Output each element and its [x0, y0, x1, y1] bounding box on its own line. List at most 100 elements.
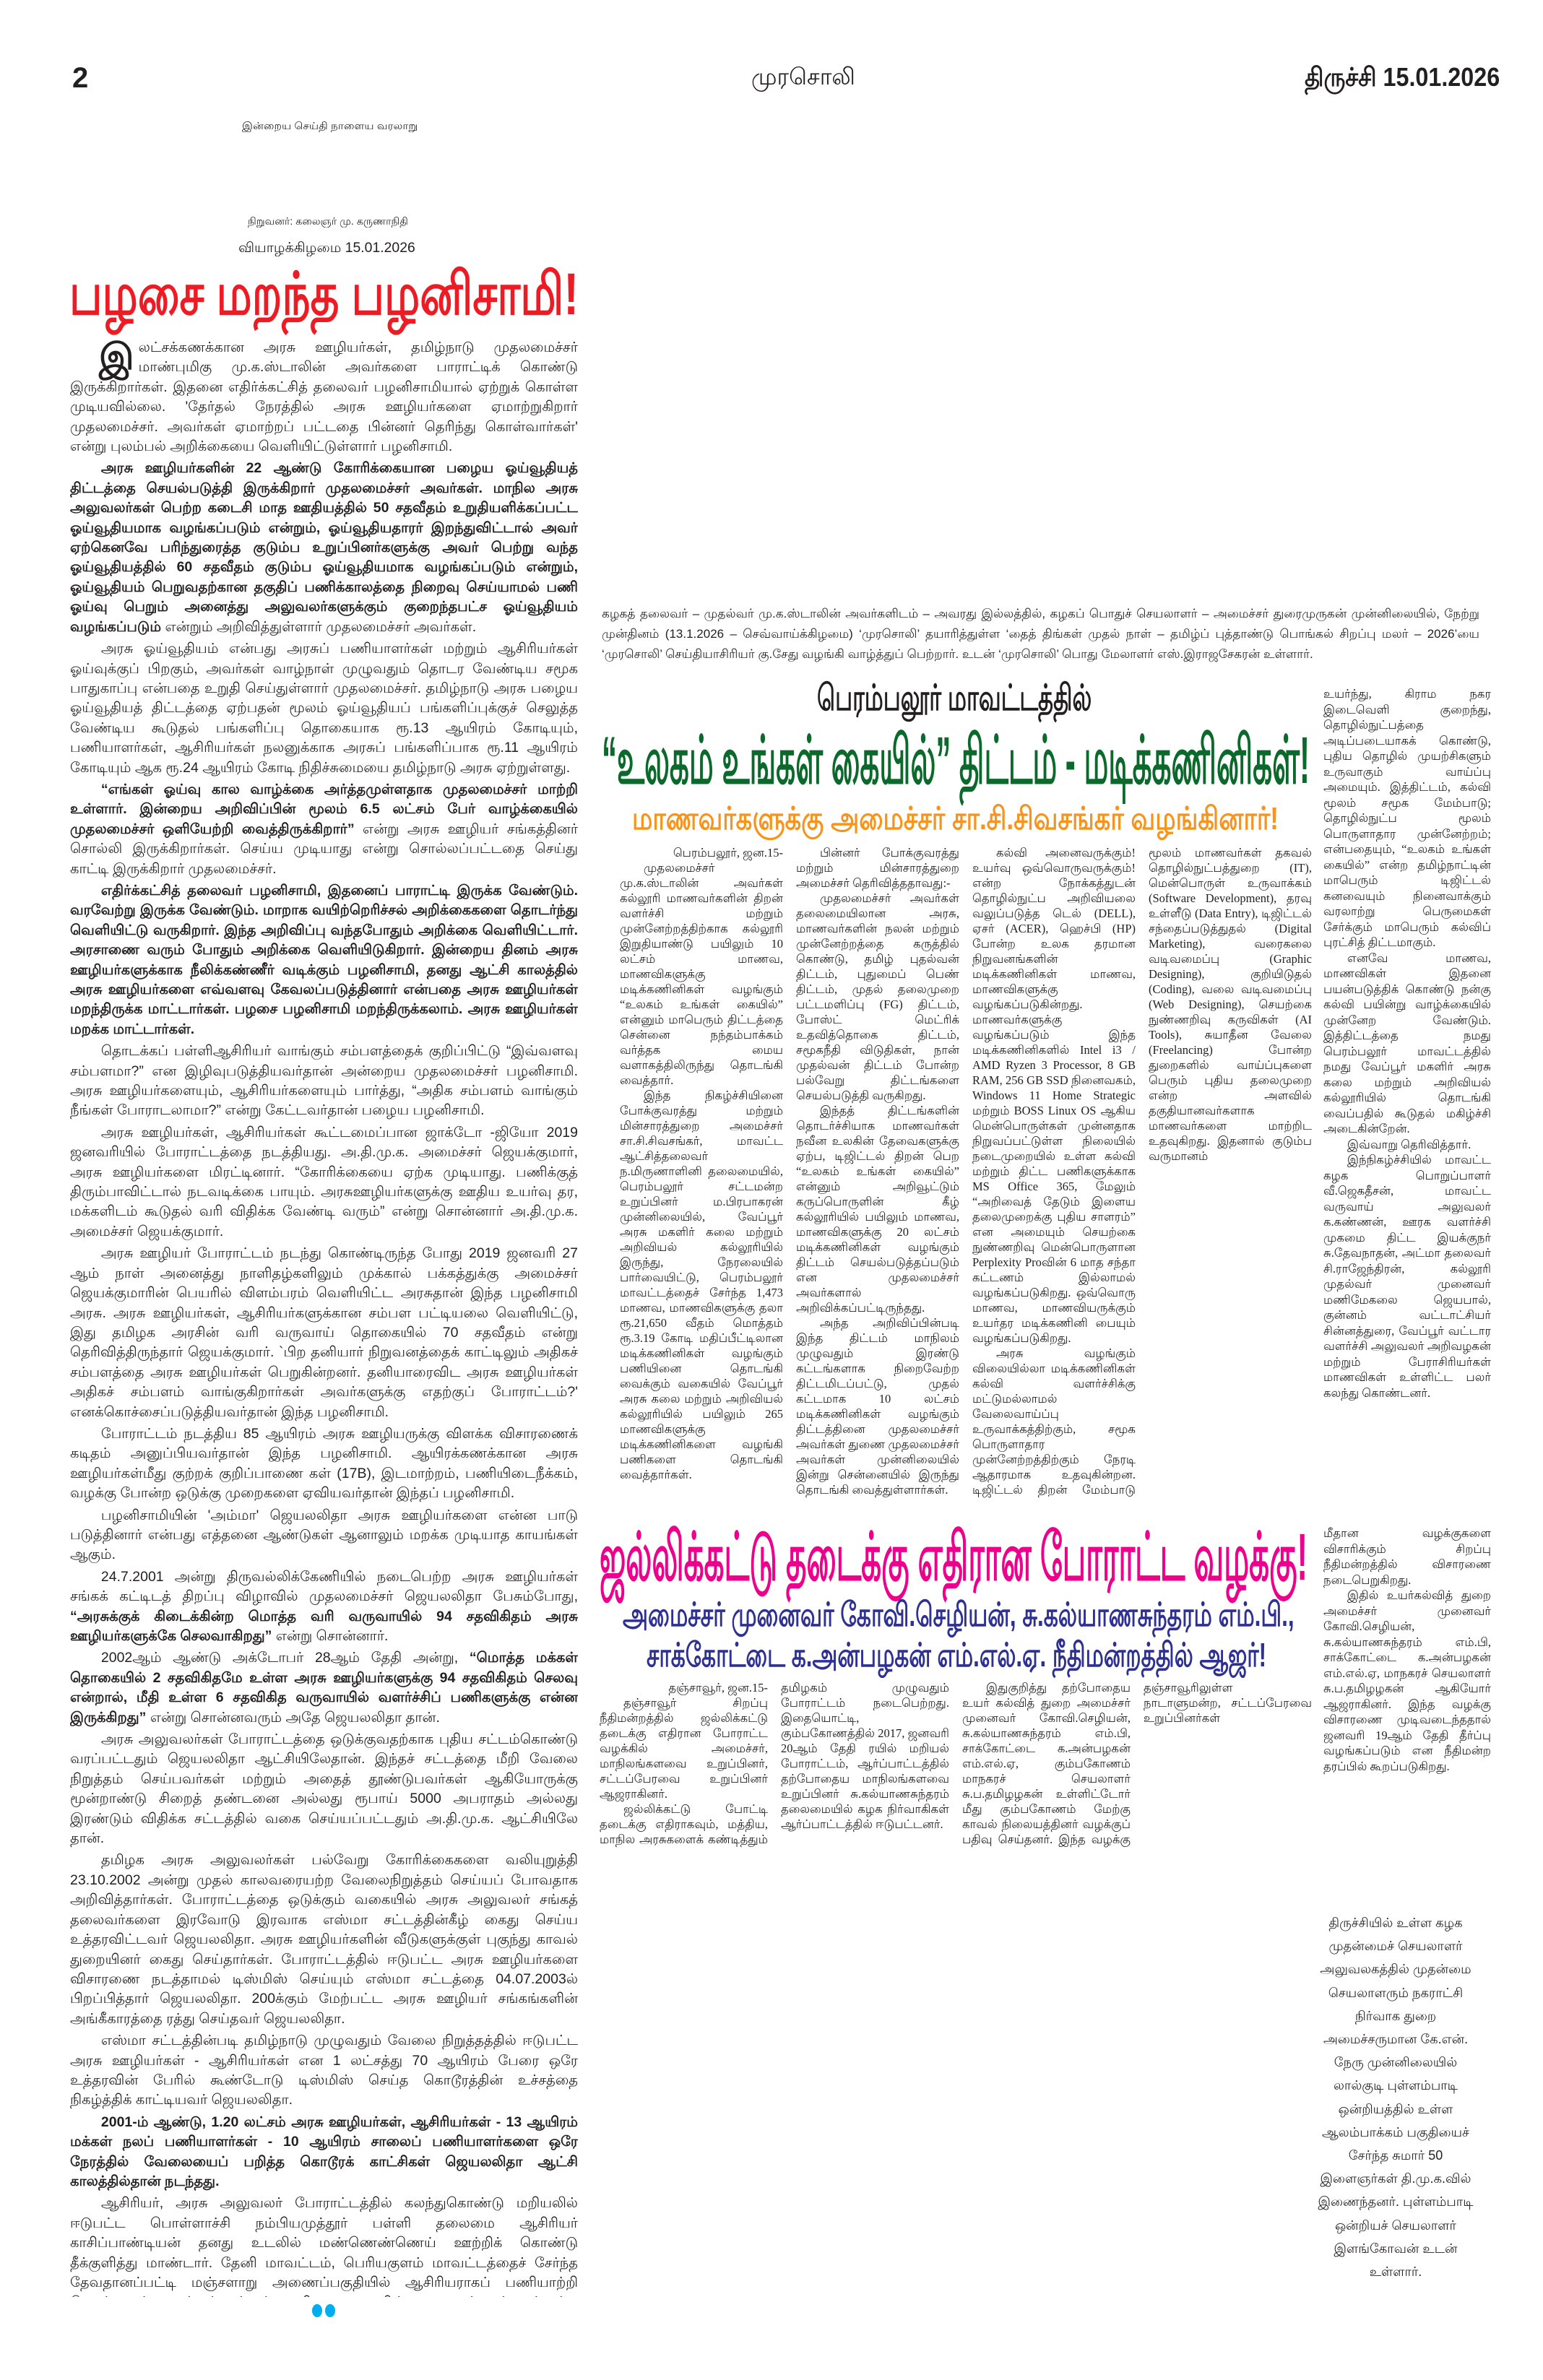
text: பழனிசாமியின் 'அம்மா' ஜெயலலிதா அரசு ஊழியர…: [70, 1507, 578, 1563]
caption-line: லால்குடி புள்ளம்பாடி: [1334, 2078, 1458, 2093]
editorial-paragraph: அரசு ஊழியர் போராட்டம் நடந்து கொண்டிருந்த…: [70, 1244, 578, 1422]
article-paragraph: முதலமைச்சர் மு.க.ஸ்டாலின் அவர்கள் கல்லூர…: [620, 861, 783, 1087]
perambalur-dateline: பெரம்பலூர், ஜன.15-: [673, 846, 783, 860]
editorial-date: வியாழக்கிழமை 15.01.2026: [238, 241, 415, 258]
editorial-paragraph: இ லட்சக்கணக்கான அரசு ஊழியர்கள், தமிழ்நாடு…: [70, 338, 578, 456]
perambalur-headline-text: “உலகம் உங்கள் கையில்” திட்டம் - மடிக்கணி…: [602, 724, 1310, 797]
editorial-paragraph: தமிழக அரசு அலுவலர்கள் பல்வேறு கோரிக்கைகள…: [70, 1851, 578, 2029]
editorial-headline-text: பழசை மறந்த பழனிசாமி!: [69, 261, 579, 327]
text: ஆசிரியர், அரசு அலுவலர் போராட்டத்தில் கலந…: [70, 2195, 578, 2297]
editorial-paragraph: போராட்டம் நடத்திய 85 ஆயிரம் அரசு ஊழியருக…: [70, 1424, 578, 1504]
article-paragraph: அந்த அறிவிப்பின்படி இந்த திட்டம் மாநிலம்…: [796, 1316, 959, 1497]
article-paragraph: இந்தத் திட்டங்களின் தொடர்ச்சியாக மாணவர்க…: [796, 1104, 959, 1315]
editorial-paragraph: எஸ்மா சட்டத்தின்படி தமிழ்நாடு முழுவதும் …: [70, 2031, 578, 2111]
dot-icon: [312, 2304, 322, 2317]
text: தொடக்கப் பள்ளிஆசிரியர் வாங்கும் சம்பளத்த…: [70, 1043, 578, 1119]
article-paragraph: பின்னர் போக்குவரத்து மற்றும் மின்சாரத்து…: [796, 846, 959, 890]
jallikattu-subheadline-1: அமைச்சர் முனைவர் கோவி.செழியன், சு.கல்யாண…: [623, 1596, 1295, 1632]
text: அரசு அலுவலர்கள் போராட்டத்தை ஒடுக்குவதற்க…: [70, 1731, 578, 1847]
editorial-paragraph: “எங்கள் ஓய்வு கால வாழ்க்கை அர்த்தமுள்ளதா…: [70, 780, 578, 879]
end-of-article-dots: [312, 2304, 338, 2321]
editorial-paragraph: அரசு ஓய்வூதியம் என்பது அரசுப் பணியாளர்கள…: [70, 639, 578, 778]
jallikattu-subheadline-2-text: சாக்கோட்டை க.அன்பழகன் எம்.எல்.ஏ. நீதிமன்…: [647, 1636, 1267, 1674]
editorial-paragraph: எதிர்க்கட்சித் தலைவர் பழனிசாமி, இதனைப் ப…: [70, 881, 578, 1039]
article-paragraph: இதில் உயர்கல்வித் துறை அமைச்சர் முனைவர் …: [1323, 1588, 1491, 1773]
page-number: 2: [72, 62, 89, 94]
motto: இன்றைய செய்தி நாளைய வரலாறு: [242, 120, 418, 134]
article-paragraph: இந்நிகழ்ச்சியில் மாவட்ட கழக பொறுப்பாளர் …: [1323, 1153, 1491, 1400]
caption-line: ஆலம்பாக்கம் பகுதியைச்: [1322, 2124, 1469, 2139]
joining-photo-caption: திருச்சியில் உள்ள கழக முதன்மைச் செயலாளர் அ…: [1316, 1911, 1475, 2283]
caption-line: அலுவலகத்தில் முதன்மை: [1320, 1962, 1471, 1977]
article-paragraph: எனவே மாணவ, மாணவிகள் இதனை பயன்படுத்திக் க…: [1323, 951, 1491, 1136]
caption-line: உள்ளார்.: [1369, 2264, 1422, 2280]
bold-text: எதிர்க்கட்சித் தலைவர் பழனிசாமி, இதனைப் ப…: [70, 882, 578, 1037]
caption-line: முதன்மைச் செயலாளர்: [1328, 1939, 1463, 1954]
editorial-headline: பழசை மறந்த பழனிசாமி!: [69, 260, 579, 329]
edition-date: திருச்சி 15.01.2026: [1305, 62, 1500, 96]
editorial-paragraph: அரசு ஊழியர்களின் 22 ஆண்டு கோரிக்கையான பழ…: [70, 459, 578, 637]
jallikattu-headline-text: ஜல்லிக்கட்டு தடைக்கு எதிரான போராட்ட வழக்…: [600, 1520, 1308, 1594]
perambalur-kicker: பெரம்பலூர் மாவட்டத்தில்: [817, 678, 1092, 718]
article-paragraph: கல்வி அனைவருக்கும்! உயர்வு ஒவ்வொருவருக்க…: [972, 846, 1136, 1345]
perambalur-article-body: பெரம்பலூர், ஜன.15- முதலமைச்சர் மு.க.ஸ்டா…: [620, 845, 1312, 1507]
caption-line: நிர்வாக துறை: [1354, 2008, 1437, 2023]
bold-text: “அரசுக்குக் கிடைக்கின்ற மொத்த வரி வருவாய…: [70, 1608, 578, 1644]
bold-text: அரசு ஊழியர்களின் 22 ஆண்டு கோரிக்கையான பழ…: [70, 460, 578, 635]
text: அரசு ஊழியர் போராட்டம் நடந்து கொண்டிருந்த…: [70, 1245, 578, 1420]
article-paragraph: அரசு வழங்கும் விலையில்லா மடிக்கணினிகள் க…: [972, 846, 1312, 1497]
jallikattu-headline: ஜல்லிக்கட்டு தடைக்கு எதிரான போராட்ட வழக்…: [600, 1520, 1308, 1595]
perambalur-subheadline-text: மாணவர்களுக்கு அமைச்சர் சா.சி.சிவசங்கர் வ…: [632, 801, 1279, 836]
perambalur-subheadline: மாணவர்களுக்கு அமைச்சர் சா.சி.சிவசங்கர் வ…: [632, 802, 1279, 836]
text: அரசு ஓய்வூதியம் என்பது அரசுப் பணியாளர்கள…: [70, 641, 578, 776]
jallikattu-article-body: தஞ்சாவூர், ஜன.15- தஞ்சாவூர் சிறப்பு நீதி…: [600, 1680, 1312, 1851]
caption-line: திருச்சியில் உள்ள கழக: [1328, 1916, 1463, 1930]
jallikattu-article-continuation: மீதான வழக்குகளை விசாரிக்கும் சிறப்பு நீத…: [1323, 1526, 1491, 1851]
bold-text: 2001-ம் ஆண்டு, 1.20 லட்சம் அரசு ஊழியர்கள…: [70, 2113, 578, 2189]
dot-icon: [325, 2304, 335, 2317]
founder-text: நிறுவனர்: கலைஞர் மு. கருணாநிதி: [248, 215, 408, 227]
editorial-paragraph: ஆசிரியர், அரசு அலுவலர் போராட்டத்தில் கலந…: [70, 2194, 578, 2297]
founder-line: நிறுவனர்: கலைஞர் மு. கருணாநிதி: [248, 215, 408, 229]
article-paragraph: உயர்ந்து, கிராம நகர இடைவெளி குறைந்து, தொ…: [1323, 687, 1491, 949]
article-paragraph: முதலமைச்சர் அவர்கள் தலைமையிலான அரசு, மாண…: [796, 891, 959, 1102]
text: லட்சக்கணக்கான அரசு ஊழியர்கள், தமிழ்நாடு …: [70, 339, 578, 455]
bold-text: “மொத்த மக்கள் தொகையில் 2 சதவிகிதமே உள்ள …: [70, 1650, 578, 1726]
newspaper-name: முரசொலி: [751, 64, 855, 90]
caption-line: ஒன்றியச் செயலாளர்: [1335, 2217, 1456, 2233]
text: என்று சொன்னவரும் அதே ஜெயலலிதா தான்.: [146, 1709, 440, 1726]
article-paragraph: தஞ்சாவூர் சிறப்பு நீதிமன்றத்தில் ஜல்லிக்…: [600, 1696, 768, 1801]
text: என்று அரசு ஊழியர் சங்கத்தினர் சொல்லி இரு…: [70, 821, 578, 877]
photo-caption: கழகத் தலைவர் – முதல்வர் மு.க.ஸ்டாலின் அவ…: [602, 607, 1479, 661]
caption-line: செயலாளரும் நகராட்சி: [1328, 1985, 1464, 2000]
jallikattu-subheadline-1-text: அமைச்சர் முனைவர் கோவி.செழியன், சு.கல்யாண…: [623, 1596, 1295, 1633]
editorial-paragraph: பழனிசாமியின் 'அம்மா' ஜெயலலிதா அரசு ஊழியர…: [70, 1506, 578, 1565]
drop-cap: இ: [99, 338, 134, 377]
editorial-paragraph: தொடக்கப் பள்ளிஆசிரியர் வாங்கும் சம்பளத்த…: [70, 1042, 578, 1121]
article-paragraph: இந்த நிகழ்ச்சியினை போக்குவரத்து மற்றும் …: [620, 1089, 783, 1481]
article-paragraph: இவ்வாறு தெரிவித்தார்.: [1347, 1137, 1471, 1151]
jallikattu-dateline: தஞ்சாவூர், ஜன.15-: [668, 1681, 768, 1695]
caption-line: இணைந்தனர். புள்ளம்பாடி: [1318, 2194, 1474, 2210]
article-paragraph: ஜல்லிக்கட்டு போட்டி தடைக்கு எதிராகவும், …: [600, 1681, 949, 1846]
bold-text: “எங்கள் ஓய்வு கால வாழ்க்கை அர்த்தமுள்ளதா…: [70, 781, 578, 837]
editorial-paragraph: 24.7.2001 அன்று திருவல்லிக்கேணியில் நடைப…: [70, 1567, 578, 1647]
text: 24.7.2001 அன்று திருவல்லிக்கேணியில் நடைப…: [70, 1568, 578, 1605]
caption-line: ஒன்றியத்தில் உள்ள: [1338, 2101, 1453, 2116]
text: தமிழக அரசு அலுவலர்கள் பல்வேறு கோரிக்கைகள…: [70, 1852, 578, 2027]
article-paragraph: இதுகுறித்து தற்போதைய உயர் கல்வித் துறை அ…: [962, 1681, 1312, 1846]
text: போராட்டம் நடத்திய 85 ஆயிரம் அரசு ஊழியருக…: [70, 1425, 578, 1502]
article-paragraph: மீதான வழக்குகளை விசாரிக்கும் சிறப்பு நீத…: [1323, 1526, 1491, 1587]
editorial-date-text: வியாழக்கிழமை 15.01.2026: [238, 241, 415, 256]
editorial-paragraph: 2001-ம் ஆண்டு, 1.20 லட்சம் அரசு ஊழியர்கள…: [70, 2113, 578, 2192]
text: அரசு ஊழியர்கள், ஆசிரியர்கள் கூட்டமைப்பான…: [70, 1124, 578, 1239]
motto-text: இன்றைய செய்தி நாளைய வரலாறு: [242, 120, 418, 131]
editorial-body: இ லட்சக்கணக்கான அரசு ஊழியர்கள், தமிழ்நாடு…: [70, 338, 578, 2297]
caption-line: இளைஞர்கள் தி.மு.க.வில்: [1320, 2171, 1471, 2186]
jallikattu-subheadline-2: சாக்கோட்டை க.அன்பழகன் எம்.எல்.ஏ. நீதிமன்…: [647, 1637, 1266, 1673]
perambalur-kicker-text: பெரம்பலூர் மாவட்டத்தில்: [817, 678, 1092, 718]
caption-line: அமைச்சருமான கே.என்.: [1323, 2032, 1469, 2047]
editorial-paragraph: அரசு அலுவலர்கள் போராட்டத்தை ஒடுக்குவதற்க…: [70, 1730, 578, 1848]
caption-line: இளங்கோவன் உடன்: [1334, 2241, 1458, 2256]
text: என்று சொன்னார்.: [272, 1628, 389, 1644]
